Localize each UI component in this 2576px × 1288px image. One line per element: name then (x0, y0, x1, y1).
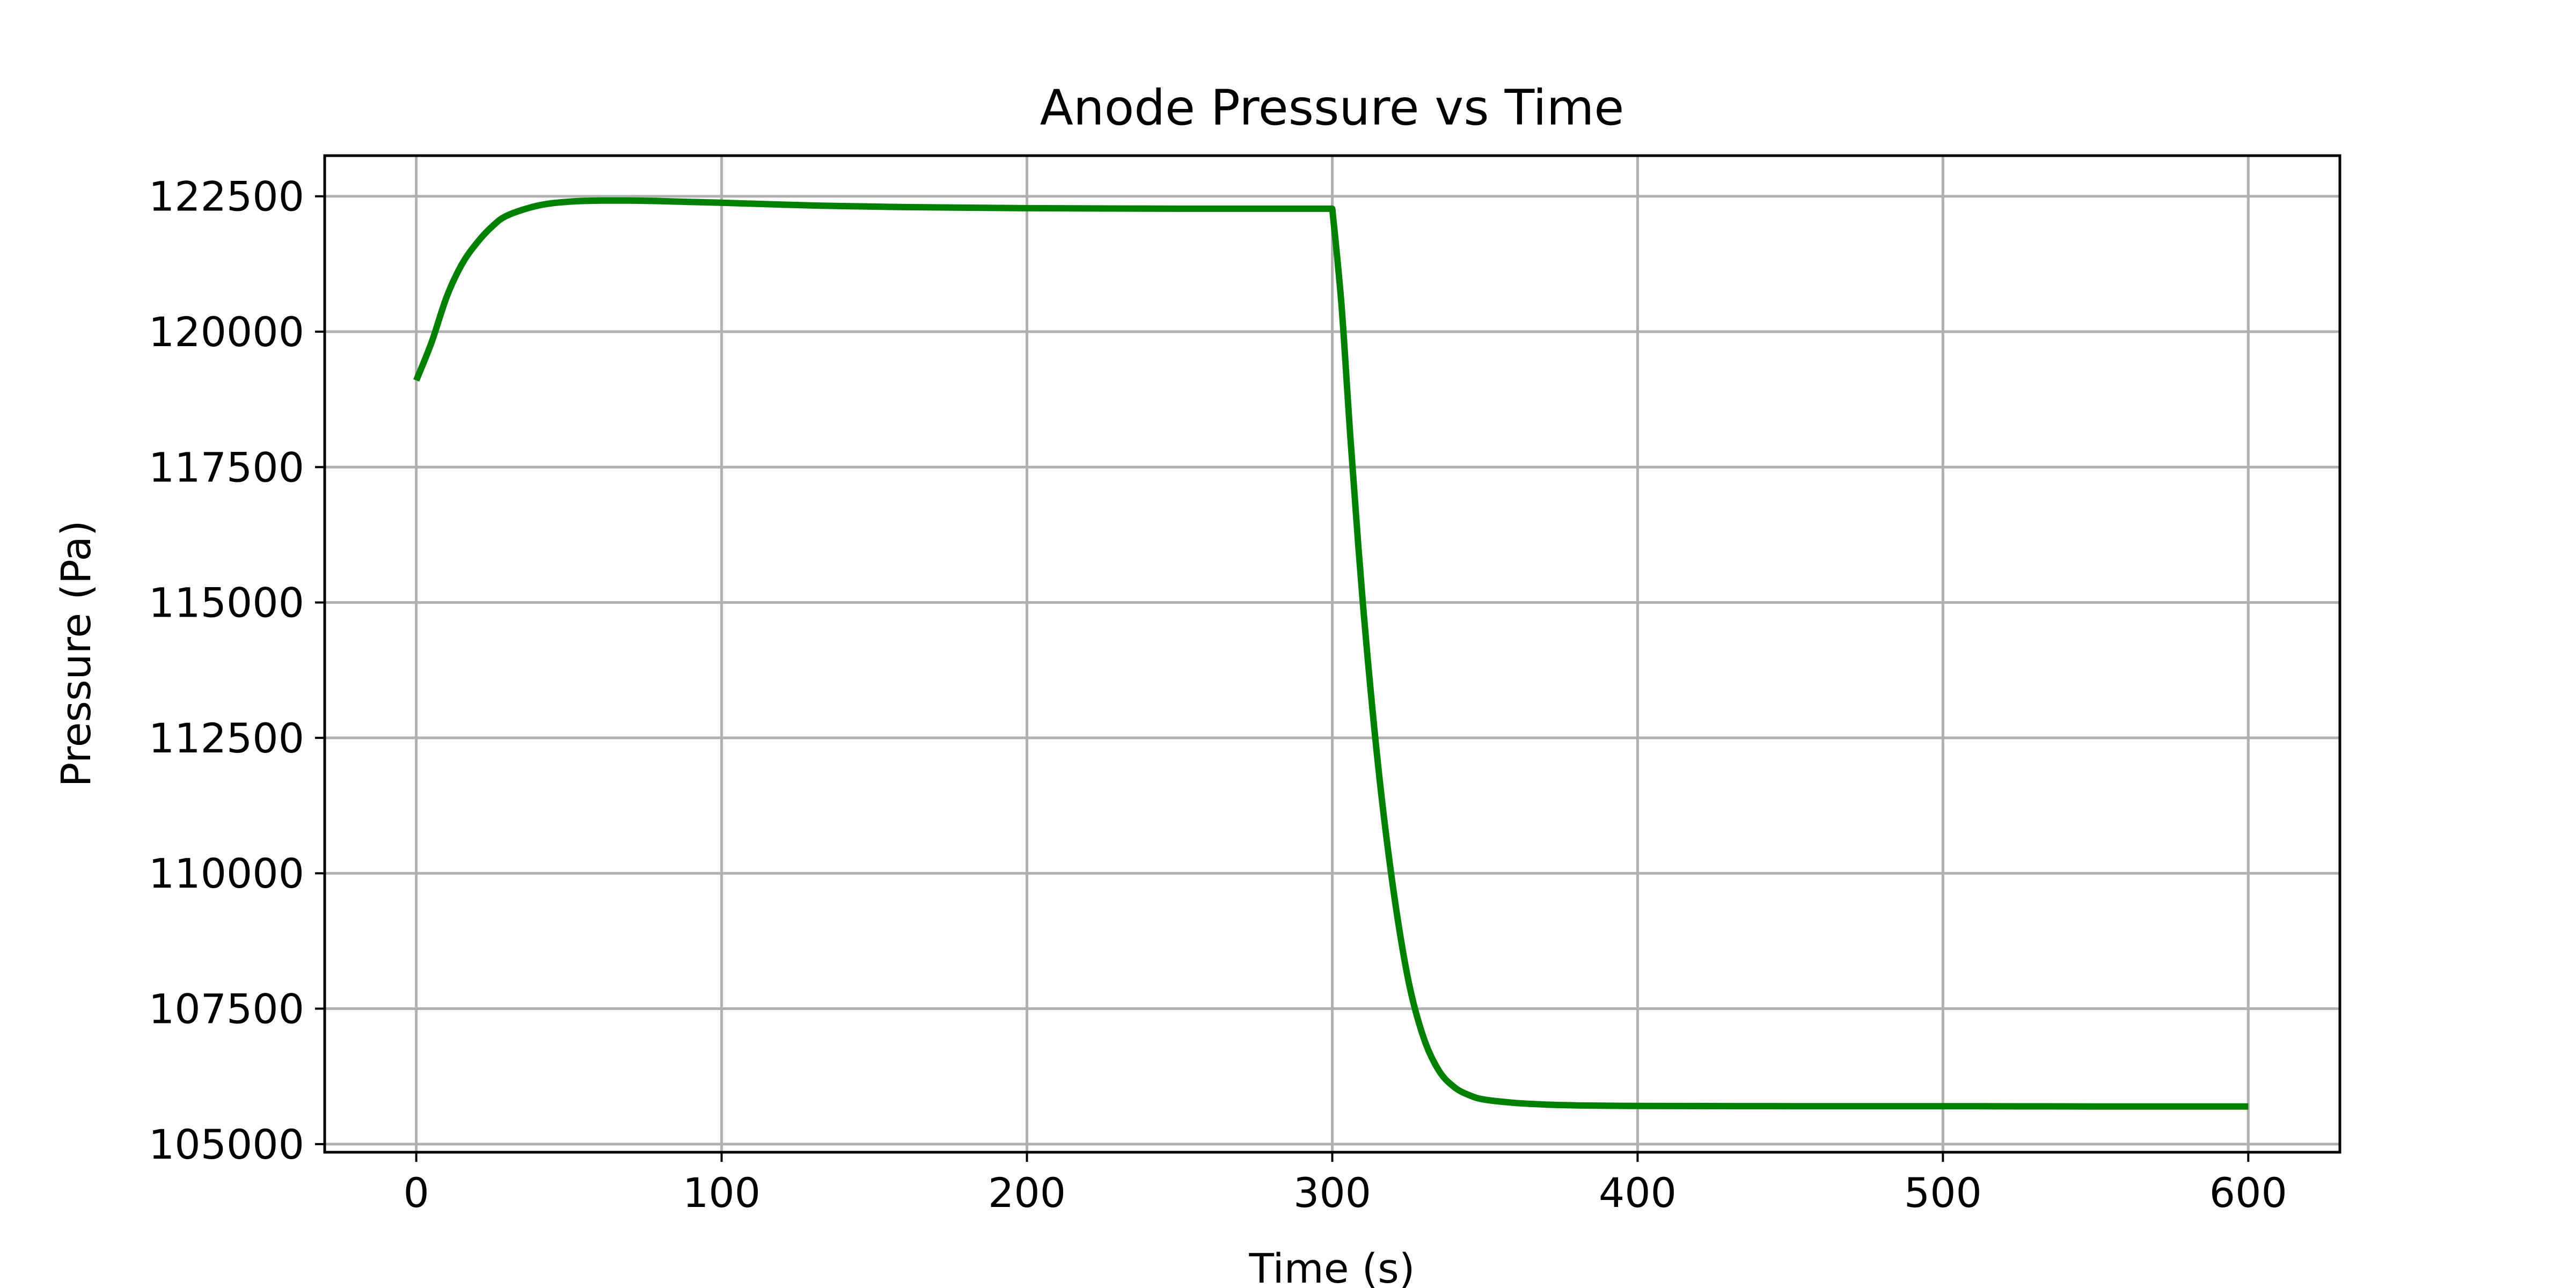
x-tick-label: 500 (1904, 1169, 1982, 1217)
y-tick-label: 112500 (149, 714, 304, 762)
x-axis: 0 100 200 300 400 500 600 (404, 1152, 2287, 1217)
grid (325, 156, 2340, 1152)
x-tick-label: 400 (1599, 1169, 1677, 1217)
x-tick-label: 200 (988, 1169, 1066, 1217)
chart-title: Anode Pressure vs Time (1040, 80, 1624, 136)
x-tick-label: 600 (2209, 1169, 2287, 1217)
x-tick-label: 300 (1293, 1169, 1371, 1217)
y-tick-label: 120000 (149, 308, 304, 356)
y-tick-label: 105000 (149, 1121, 304, 1168)
x-tick-label: 0 (404, 1169, 429, 1217)
series-layer (413, 197, 2249, 1110)
y-tick-label: 115000 (149, 579, 304, 627)
y-tick-label: 122500 (149, 173, 304, 221)
y-tick-label: 107500 (149, 985, 304, 1033)
x-tick-label: 100 (683, 1169, 760, 1217)
x-axis-label: Time (s) (1248, 1245, 1415, 1288)
y-axis: 105000 107500 110000 112500 115000 117500 1200… (149, 173, 325, 1168)
y-tick-label: 117500 (149, 443, 304, 491)
y-tick-label: 110000 (149, 850, 304, 897)
series-line (413, 197, 2249, 1110)
y-axis-label: Pressure (Pa) (52, 521, 100, 787)
